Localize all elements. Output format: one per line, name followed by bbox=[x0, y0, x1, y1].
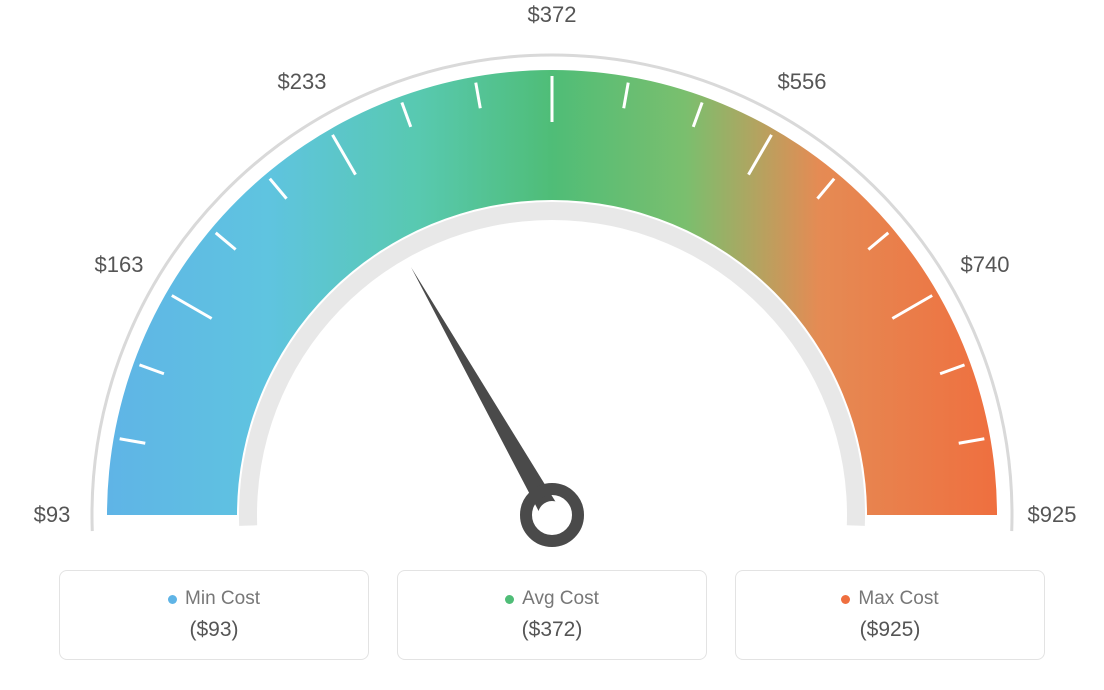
legend-dot-avg bbox=[505, 595, 514, 604]
legend-card-avg: Avg Cost ($372) bbox=[397, 570, 707, 660]
legend-value-min: ($93) bbox=[189, 618, 238, 642]
gauge-tick-label: $163 bbox=[95, 252, 144, 278]
legend-label-max: Max Cost bbox=[858, 588, 938, 610]
gauge-tick-label: $233 bbox=[278, 69, 327, 95]
legend-dot-min bbox=[168, 595, 177, 604]
legend-row: Min Cost ($93) Avg Cost ($372) Max Cost … bbox=[0, 570, 1104, 660]
cost-gauge: $93$163$233$372$556$740$925 bbox=[0, 10, 1104, 570]
legend-card-min: Min Cost ($93) bbox=[59, 570, 369, 660]
gauge-tick-label: $556 bbox=[778, 69, 827, 95]
legend-value-avg: ($372) bbox=[522, 618, 583, 642]
gauge-tick-label: $925 bbox=[1028, 502, 1077, 528]
legend-dot-max bbox=[841, 595, 850, 604]
legend-label-min: Min Cost bbox=[185, 588, 260, 610]
legend-card-max: Max Cost ($925) bbox=[735, 570, 1045, 660]
gauge-svg bbox=[22, 10, 1082, 570]
gauge-tick-label: $740 bbox=[961, 252, 1010, 278]
gauge-tick-label: $93 bbox=[34, 502, 71, 528]
legend-label-avg: Avg Cost bbox=[522, 588, 599, 610]
gauge-tick-label: $372 bbox=[528, 2, 577, 28]
legend-value-max: ($925) bbox=[860, 618, 921, 642]
